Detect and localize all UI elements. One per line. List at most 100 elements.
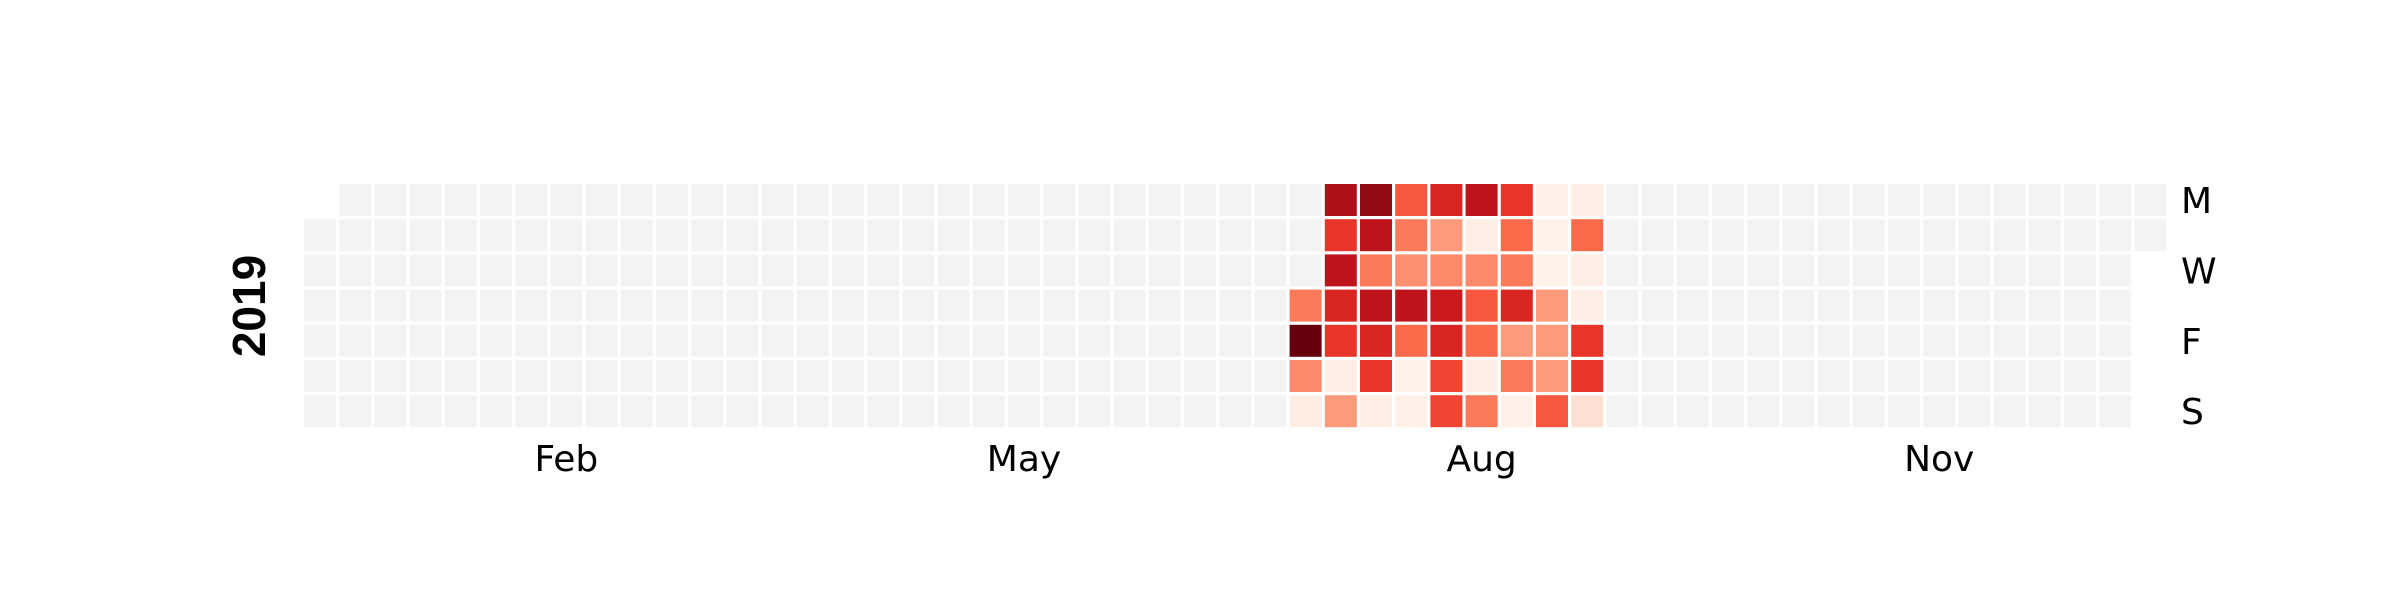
heatmap-cell xyxy=(1184,289,1216,322)
heatmap-cell xyxy=(515,395,548,428)
heatmap-cell xyxy=(1043,289,1076,322)
heatmap-cell xyxy=(374,289,407,322)
heatmap-cell xyxy=(1641,184,1674,216)
heatmap-cell xyxy=(480,219,512,252)
heatmap-cell xyxy=(1888,395,1920,428)
heatmap-cell xyxy=(1606,395,1639,428)
heatmap-cell xyxy=(550,219,583,252)
heatmap-cell xyxy=(1078,289,1111,322)
heatmap-cell xyxy=(832,219,864,252)
heatmap-cell xyxy=(1852,324,1885,357)
heatmap-cell xyxy=(1360,289,1392,322)
heatmap-cell xyxy=(1641,395,1674,428)
heatmap-cell xyxy=(2099,254,2132,287)
heatmap-cell xyxy=(1289,360,1322,392)
heatmap-cell xyxy=(1148,289,1181,322)
heatmap-cell xyxy=(550,395,583,428)
heatmap-cell xyxy=(1008,360,1040,392)
heatmap-cell xyxy=(1923,395,1956,428)
heatmap-cell xyxy=(1289,324,1322,357)
heatmap-cell xyxy=(480,395,512,428)
heatmap-cell xyxy=(1923,254,1956,287)
heatmap-cell xyxy=(832,289,864,322)
heatmap-cell xyxy=(1606,254,1639,287)
heatmap-cell xyxy=(867,324,900,357)
heatmap-cell xyxy=(1430,219,1463,252)
heatmap-cells xyxy=(304,184,2167,428)
heatmap-cell xyxy=(1676,360,1709,392)
heatmap-cell xyxy=(1465,395,1498,428)
heatmap-cell xyxy=(444,360,477,392)
heatmap-cell xyxy=(656,184,688,216)
month-tick-labels: Feb May Aug Nov xyxy=(535,439,1975,480)
heatmap-cell xyxy=(1219,219,1252,252)
heatmap-cell xyxy=(1430,360,1463,392)
heatmap-cell xyxy=(1500,184,1533,216)
heatmap-cell xyxy=(409,289,442,322)
heatmap-cell xyxy=(1430,184,1463,216)
heatmap-cell xyxy=(1148,395,1181,428)
heatmap-cell xyxy=(937,360,970,392)
heatmap-cell xyxy=(796,324,829,357)
heatmap-cell xyxy=(1606,184,1639,216)
heatmap-cell xyxy=(1817,324,1850,357)
heatmap-cell xyxy=(1712,254,1744,287)
heatmap-cell xyxy=(656,219,688,252)
heatmap-cell xyxy=(1360,360,1392,392)
heatmap-cell xyxy=(1219,395,1252,428)
heatmap-cell xyxy=(1712,324,1744,357)
heatmap-cell xyxy=(1852,289,1885,322)
day-tick-label: F xyxy=(2181,322,2202,363)
heatmap-cell xyxy=(2134,219,2167,252)
heatmap-cell xyxy=(2028,184,2061,216)
heatmap-cell xyxy=(726,289,759,322)
heatmap-cell xyxy=(1360,324,1392,357)
heatmap-cell xyxy=(480,324,512,357)
heatmap-cell xyxy=(2028,324,2061,357)
heatmap-cell xyxy=(1078,395,1111,428)
heatmap-cell xyxy=(691,219,724,252)
heatmap-cell xyxy=(1254,184,1287,216)
heatmap-cell xyxy=(691,395,724,428)
heatmap-cell xyxy=(1078,324,1111,357)
heatmap-cell xyxy=(1712,219,1744,252)
heatmap-cell xyxy=(620,324,653,357)
heatmap-cell xyxy=(1395,360,1428,392)
heatmap-cell xyxy=(1817,395,1850,428)
heatmap-cell xyxy=(374,360,407,392)
heatmap-cell xyxy=(409,184,442,216)
heatmap-cell xyxy=(726,324,759,357)
heatmap-cell xyxy=(1817,360,1850,392)
heatmap-cell xyxy=(585,254,618,287)
heatmap-cell xyxy=(691,254,724,287)
heatmap-cell xyxy=(620,219,653,252)
heatmap-cell xyxy=(1923,289,1956,322)
heatmap-cell xyxy=(374,395,407,428)
heatmap-cell xyxy=(1676,289,1709,322)
heatmap-cell xyxy=(1430,254,1463,287)
heatmap-cell xyxy=(1465,324,1498,357)
heatmap-cell xyxy=(1888,254,1920,287)
heatmap-cell xyxy=(761,219,794,252)
heatmap-cell xyxy=(1676,254,1709,287)
heatmap-cell xyxy=(444,219,477,252)
heatmap-cell xyxy=(902,219,935,252)
heatmap-cell xyxy=(832,254,864,287)
heatmap-cell xyxy=(972,219,1005,252)
heatmap-cell xyxy=(515,324,548,357)
heatmap-cell xyxy=(1641,289,1674,322)
heatmap-cell xyxy=(1219,254,1252,287)
heatmap-cell xyxy=(691,184,724,216)
heatmap-cell xyxy=(444,254,477,287)
heatmap-cell xyxy=(1430,324,1463,357)
heatmap-cell xyxy=(339,360,372,392)
heatmap-cell xyxy=(1817,184,1850,216)
heatmap-cell xyxy=(1817,219,1850,252)
heatmap-cell xyxy=(374,184,407,216)
heatmap-cell xyxy=(1184,324,1216,357)
heatmap-cell xyxy=(1254,219,1287,252)
heatmap-cell xyxy=(1324,219,1357,252)
heatmap-cell xyxy=(444,289,477,322)
